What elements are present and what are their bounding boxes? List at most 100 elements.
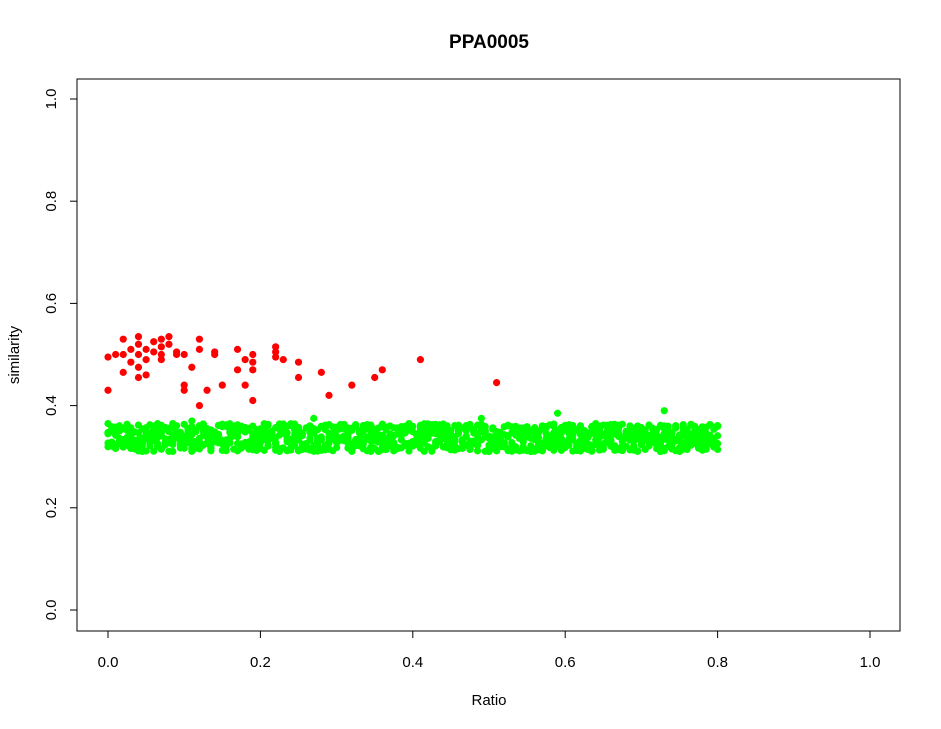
x-tick-label: 0.2 [250, 654, 271, 671]
y-tick-label: 0.6 [43, 293, 60, 314]
data-point [104, 386, 112, 394]
data-point [188, 417, 196, 425]
chart-title: PPA0005 [449, 32, 529, 53]
data-point [473, 441, 482, 449]
data-point [294, 373, 303, 382]
data-point [142, 371, 150, 379]
data-point [207, 444, 215, 452]
data-point [142, 345, 150, 353]
data-point [294, 358, 303, 366]
data-point [534, 434, 543, 442]
y-tick-label: 0.4 [43, 395, 60, 416]
data-point [241, 381, 249, 389]
data-point [565, 441, 573, 449]
data-point [588, 446, 596, 454]
data-point [150, 338, 158, 346]
data-point [348, 381, 356, 389]
data-point [607, 436, 615, 445]
data-point [378, 366, 386, 374]
data-point [169, 447, 177, 456]
data-point [599, 443, 607, 452]
x-tick-label: 0.4 [402, 654, 423, 671]
data-point [279, 356, 287, 364]
data-point [180, 381, 188, 389]
data-point [241, 356, 249, 364]
data-point [424, 434, 432, 442]
data-point [664, 423, 672, 432]
data-point [119, 350, 127, 359]
data-point [211, 348, 219, 356]
data-point [180, 386, 188, 394]
data-point [294, 423, 303, 431]
data-point [157, 343, 165, 351]
data-point [477, 414, 485, 422]
data-point [112, 350, 120, 359]
plot-frame [76, 78, 901, 632]
y-tick-label: 0.0 [43, 600, 60, 621]
data-point [138, 441, 146, 450]
data-point [195, 335, 204, 343]
data-point [633, 447, 642, 455]
y-tick-label: 1.0 [43, 89, 60, 110]
data-point [157, 356, 165, 364]
data-point [714, 439, 722, 448]
data-point [233, 345, 242, 353]
data-point [618, 420, 626, 428]
data-point [264, 420, 272, 428]
data-point [172, 422, 181, 430]
data-point [134, 363, 143, 371]
data-point [233, 366, 242, 374]
data-point [317, 368, 325, 376]
x-tick-label: 0.8 [707, 654, 728, 671]
data-point [188, 363, 196, 371]
data-point [352, 421, 360, 429]
data-point [214, 430, 223, 438]
data-point [493, 379, 501, 387]
data-point [272, 438, 280, 447]
data-point [169, 440, 177, 449]
data-point [192, 428, 200, 436]
data-point [233, 433, 242, 441]
data-point [371, 373, 379, 382]
data-point [264, 442, 272, 450]
x-axis: 0.0 0.2 0.4 0.6 0.8 1.0 [98, 630, 881, 671]
data-point [249, 358, 257, 366]
data-point [165, 340, 173, 348]
data-point [119, 368, 127, 376]
data-point [298, 429, 306, 437]
data-point [714, 432, 722, 440]
x-tick-label: 0.6 [555, 654, 576, 671]
data-point [553, 409, 562, 417]
data-point [672, 421, 680, 430]
y-axis-label: similarity [6, 325, 23, 384]
data-point [119, 335, 127, 343]
data-point [481, 422, 489, 431]
data-point [344, 434, 352, 443]
data-point [134, 340, 143, 348]
data-point [283, 429, 291, 437]
data-point [180, 350, 188, 359]
data-point [195, 402, 204, 410]
data-point [157, 350, 165, 359]
data-point [660, 407, 668, 415]
y-tick-label: 0.8 [43, 191, 60, 212]
data-point [409, 422, 417, 430]
data-point [249, 396, 257, 405]
data-point [127, 345, 135, 353]
data-point [104, 353, 112, 361]
x-tick-label: 1.0 [860, 654, 881, 671]
data-point [550, 420, 558, 428]
data-point [714, 445, 722, 453]
data-point [416, 356, 425, 364]
data-point [538, 447, 546, 455]
data-point [272, 348, 280, 356]
data-point [134, 373, 143, 382]
data-point [195, 345, 204, 353]
data-point [157, 335, 165, 343]
data-point [134, 350, 143, 359]
data-point [306, 436, 314, 444]
data-point [714, 422, 722, 430]
data-point [142, 447, 150, 455]
data-point [249, 350, 257, 359]
